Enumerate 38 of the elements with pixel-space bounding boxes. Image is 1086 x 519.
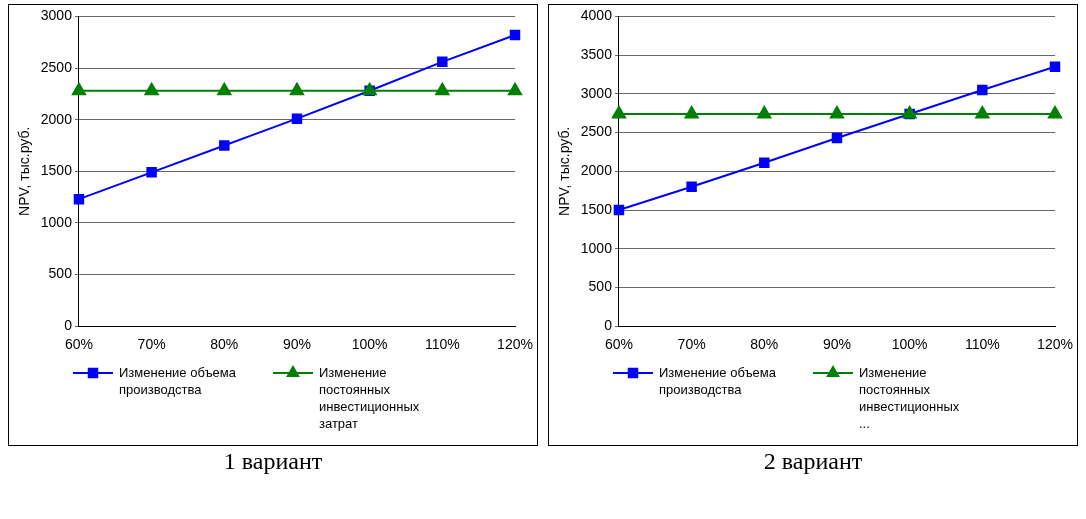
x-tick-label: 90% (822, 336, 851, 353)
x-tick-label: 120% (497, 336, 533, 353)
x-tick-label: 70% (137, 336, 166, 353)
y-tick-label: 2500 (580, 123, 613, 140)
y-tick-label: 3500 (580, 45, 613, 62)
y-tick-label: 3000 (580, 84, 613, 101)
x-tick-label: 60% (64, 336, 93, 353)
y-tick-label: 1500 (40, 162, 73, 179)
x-tick-label: 70% (677, 336, 706, 353)
x-tick-label: 120% (1037, 336, 1073, 353)
y-tick-label: 2000 (580, 162, 613, 179)
y-tick-label: 0 (64, 317, 73, 334)
y-tick-label: 3000 (40, 7, 73, 24)
y-tick-label: 1500 (580, 200, 613, 217)
y-tick-label: 1000 (40, 213, 73, 230)
x-tick-label: 90% (282, 336, 311, 353)
x-tick-label: 110% (424, 336, 460, 353)
y-tick-label: 1000 (580, 239, 613, 256)
x-tick-label: 100% (891, 336, 928, 353)
y-axis-title: NPV, тыс.руб. (556, 126, 573, 216)
y-axis-title: NPV, тыс.руб. (16, 126, 33, 216)
y-tick-label: 500 (588, 278, 613, 295)
y-tick-label: 0 (604, 317, 613, 334)
x-tick-label: 80% (210, 336, 239, 353)
x-tick-label: 80% (750, 336, 779, 353)
legend-label: Изменение постоянных инвестиционных ... (859, 364, 960, 431)
y-tick-label: 2000 (40, 110, 73, 127)
x-tick-label: 110% (964, 336, 1000, 353)
x-tick-label: 100% (351, 336, 388, 353)
legend-label: Изменение объема производства (119, 364, 237, 397)
text: 2 вариант (762, 448, 864, 475)
y-tick-label: 2500 (40, 58, 73, 75)
y-tick-label: 4000 (580, 7, 613, 24)
legend-label: Изменение постоянных инвестиционных затрат (319, 364, 420, 431)
y-tick-label: 500 (48, 265, 73, 282)
x-tick-label: 60% (604, 336, 633, 353)
legend-label: Изменение объема производства (659, 364, 777, 397)
text: 1 вариант (222, 448, 324, 475)
